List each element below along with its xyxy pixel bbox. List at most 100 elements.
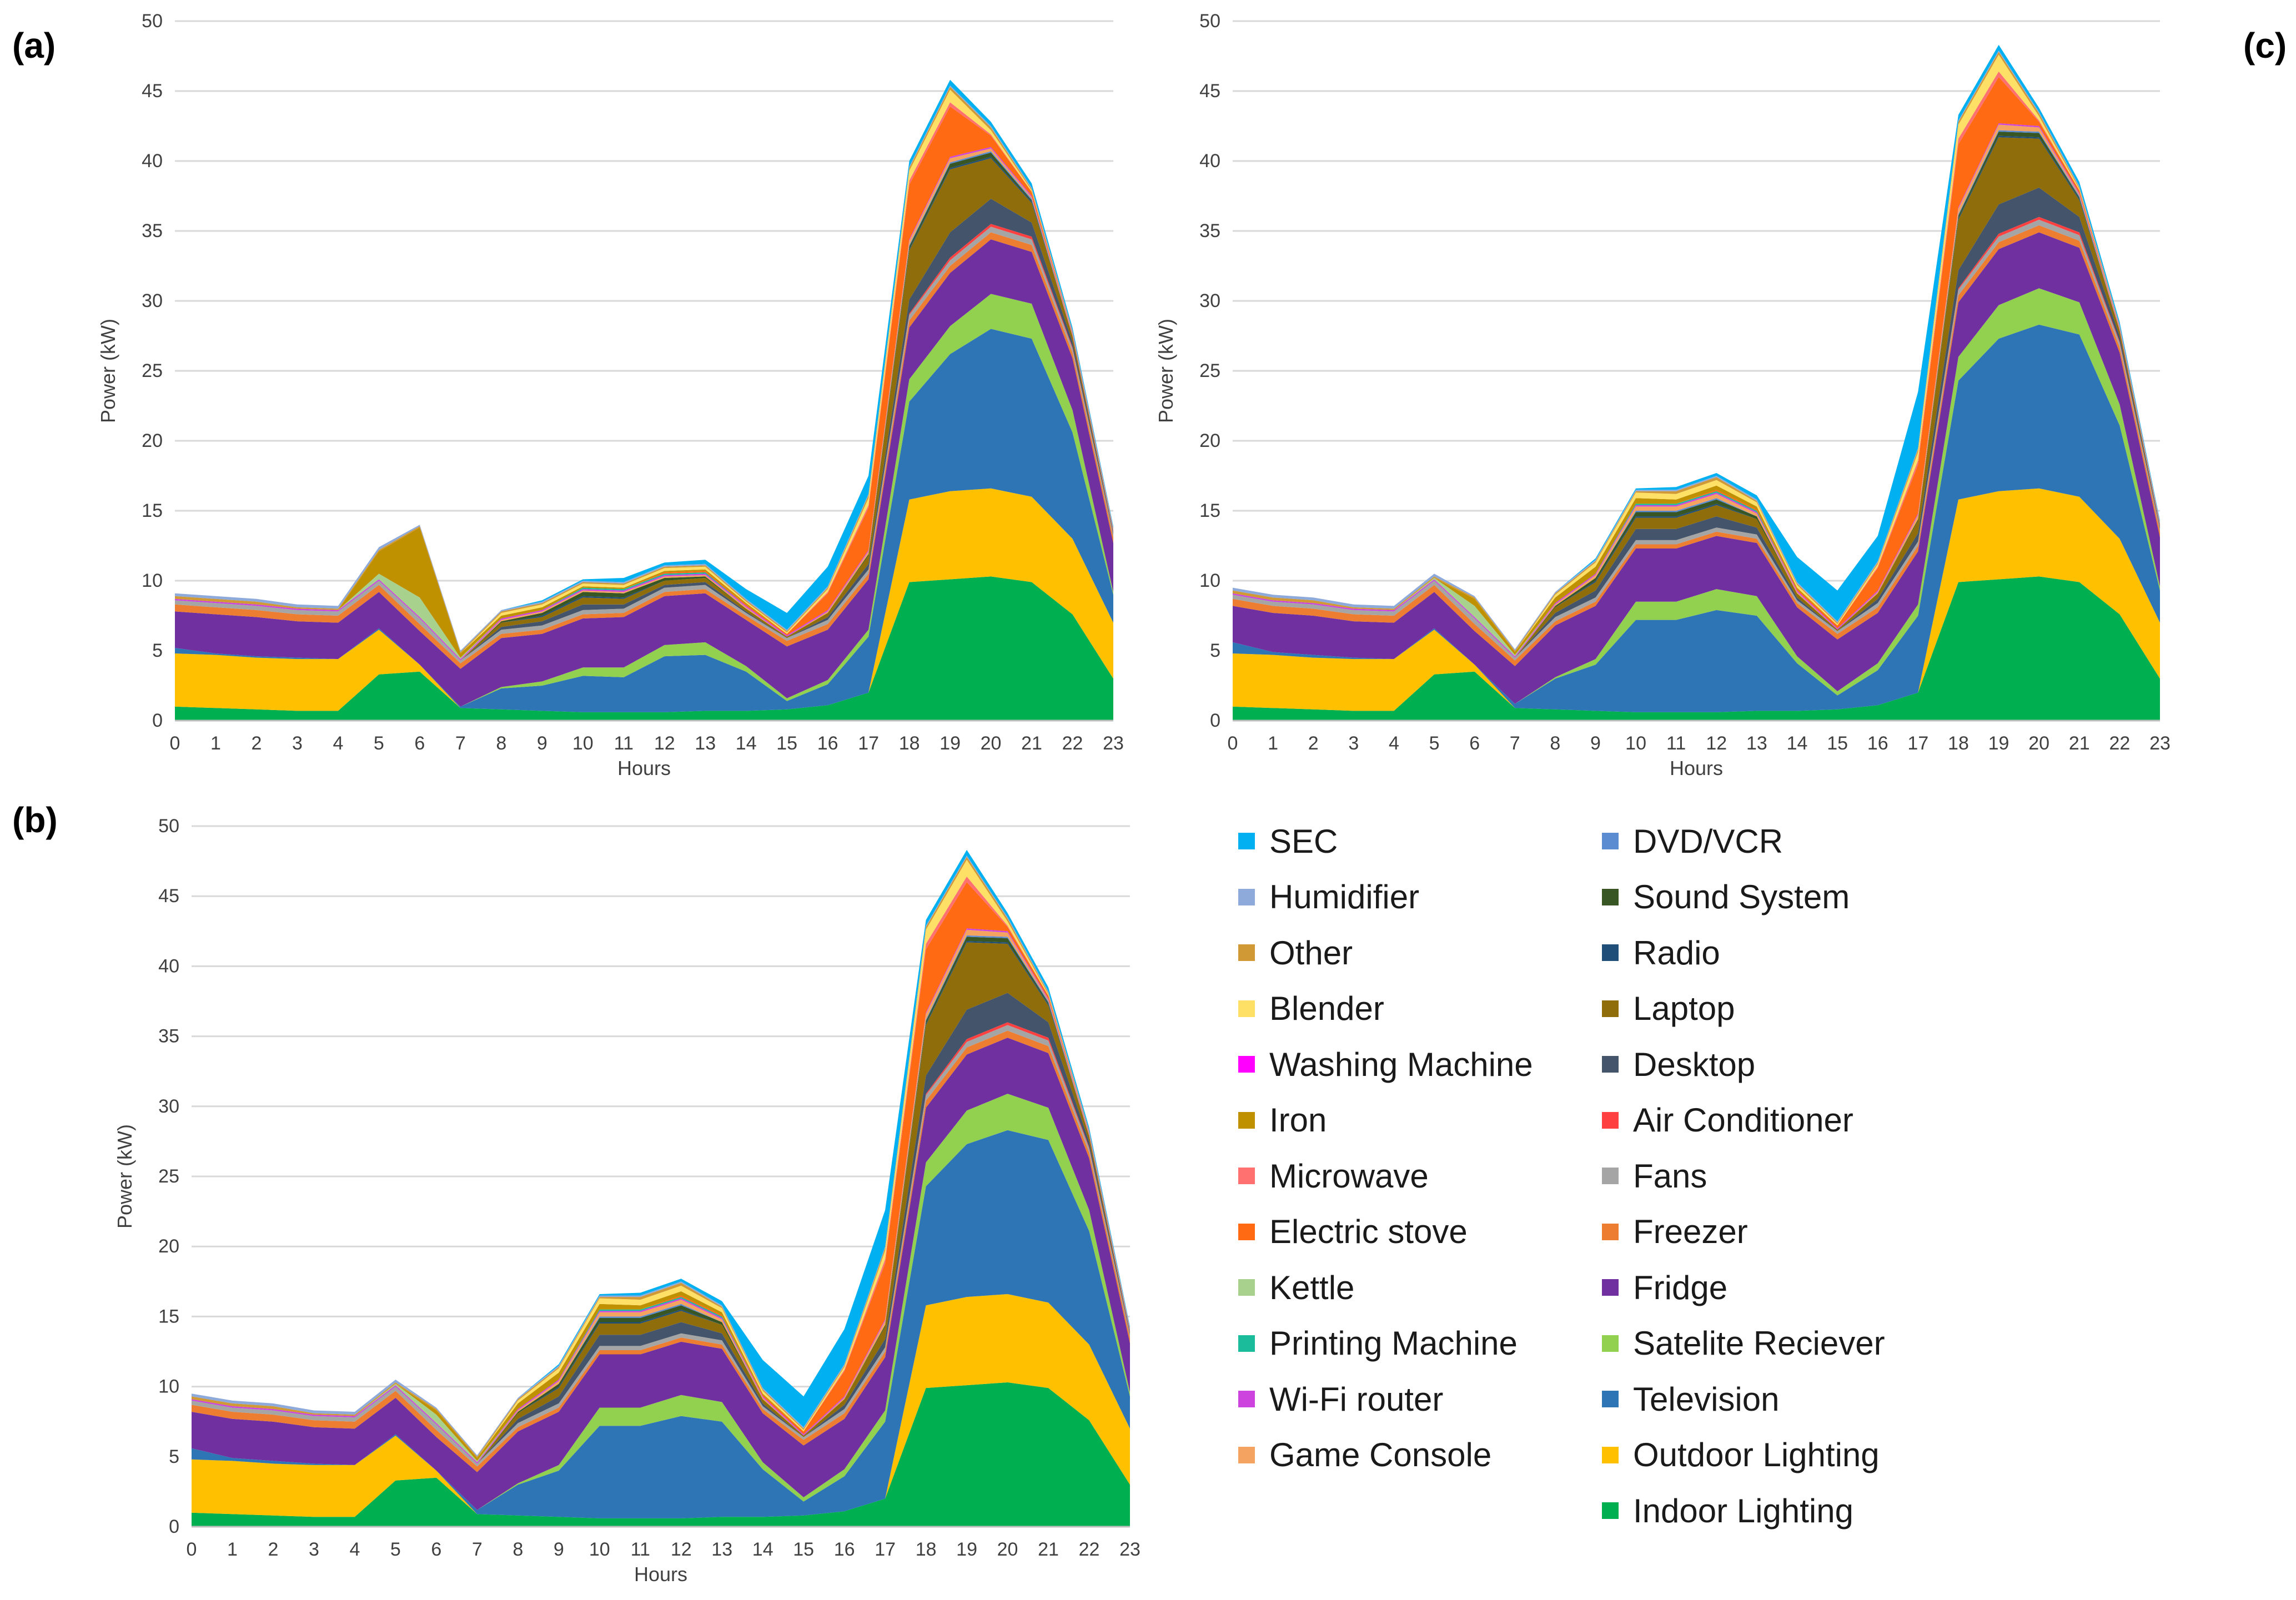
- legend-swatch: [1602, 888, 1619, 905]
- x-tick-label: 12: [654, 733, 675, 754]
- x-tick-label: 14: [736, 733, 757, 754]
- x-tick-label: 16: [1867, 733, 1888, 754]
- legend-label: Radio: [1633, 934, 1720, 972]
- x-tick-label: 1: [1268, 733, 1278, 754]
- x-tick-label: 1: [210, 733, 221, 754]
- legend-item-iron: Iron: [1238, 1093, 1327, 1148]
- legend-label: Microwave: [1269, 1157, 1429, 1195]
- x-tick-label: 10: [1625, 733, 1646, 754]
- x-tick-label: 13: [695, 733, 716, 754]
- x-tick-label: 13: [711, 1539, 732, 1560]
- legend-label: Indoor Lighting: [1633, 1492, 1853, 1529]
- legend-item-indoor-lighting: Indoor Lighting: [1602, 1483, 1853, 1538]
- legend-label: Outdoor Lighting: [1633, 1436, 1880, 1473]
- x-tick-label: 9: [1590, 733, 1601, 754]
- x-tick-label: 23: [1119, 1539, 1141, 1560]
- legend-item-washing-machine: Washing Machine: [1238, 1037, 1533, 1092]
- area-fridge: [175, 239, 1113, 707]
- y-tick-label: 15: [142, 500, 163, 521]
- legend-label: Laptop: [1633, 990, 1735, 1027]
- legend-label: Fridge: [1633, 1269, 1728, 1306]
- x-tick-label: 15: [793, 1539, 814, 1560]
- y-tick-label: 20: [1199, 430, 1220, 451]
- x-tick-label: 16: [834, 1539, 855, 1560]
- x-tick-label: 22: [1079, 1539, 1100, 1560]
- legend-label: Air Conditioner: [1633, 1101, 1853, 1139]
- area-television: [175, 329, 1113, 712]
- y-tick-label: 10: [158, 1376, 179, 1397]
- x-tick-label: 12: [671, 1539, 692, 1560]
- x-tick-label: 6: [414, 733, 425, 754]
- x-tick-label: 9: [537, 733, 547, 754]
- legend-label: Kettle: [1269, 1269, 1355, 1306]
- legend-swatch: [1602, 1279, 1619, 1296]
- y-tick-label: 30: [142, 290, 163, 311]
- legend-item-wi-fi-router: Wi-Fi router: [1238, 1371, 1443, 1427]
- panel-label-b: (b): [12, 800, 58, 840]
- legend-label: Washing Machine: [1269, 1045, 1533, 1083]
- x-tick-label: 2: [251, 733, 262, 754]
- legend: SEC Humidifier Other Blender Washing Machine…: [1238, 813, 1960, 1552]
- legend-swatch: [1238, 833, 1255, 849]
- legend-item-television: Television: [1602, 1371, 1779, 1427]
- x-tick-label: 19: [1988, 733, 2009, 754]
- y-axis-title: Power (kW): [97, 319, 119, 423]
- y-tick-label: 25: [142, 360, 163, 381]
- legend-label: Printing Machine: [1269, 1325, 1518, 1362]
- x-tick-label: 13: [1746, 733, 1767, 754]
- y-tick-label: 30: [158, 1096, 179, 1117]
- x-tick-label: 4: [333, 733, 343, 754]
- x-tick-label: 23: [1103, 733, 1124, 754]
- legend-item-desktop: Desktop: [1602, 1037, 1755, 1092]
- x-tick-label: 8: [513, 1539, 523, 1560]
- y-tick-label: 40: [1199, 150, 1220, 172]
- y-tick-label: 25: [158, 1166, 179, 1187]
- x-axis-title: Hours: [617, 757, 671, 779]
- area-fridge: [192, 1038, 1130, 1510]
- x-tick-label: 0: [187, 1539, 197, 1560]
- x-tick-label: 3: [309, 1539, 319, 1560]
- legend-swatch: [1602, 833, 1619, 849]
- area-outdoor-lighting: [175, 488, 1113, 712]
- x-tick-label: 14: [752, 1539, 773, 1560]
- x-tick-label: 5: [1429, 733, 1440, 754]
- legend-label: Other: [1269, 934, 1353, 972]
- legend-item-humidifier: Humidifier: [1238, 869, 1419, 925]
- legend-swatch: [1602, 1168, 1619, 1184]
- legend-label: Electric stove: [1269, 1213, 1468, 1250]
- legend-label: Iron: [1269, 1101, 1327, 1139]
- x-tick-label: 19: [939, 733, 961, 754]
- x-tick-label: 11: [614, 733, 634, 754]
- x-tick-label: 7: [1510, 733, 1520, 754]
- legend-swatch: [1238, 888, 1255, 905]
- legend-label: Television: [1633, 1380, 1780, 1418]
- legend-swatch: [1238, 1000, 1255, 1017]
- x-tick-label: 12: [1706, 733, 1727, 754]
- legend-swatch: [1238, 1056, 1255, 1073]
- y-tick-label: 45: [158, 885, 179, 907]
- y-tick-label: 15: [158, 1306, 179, 1327]
- legend-label: Sound System: [1633, 878, 1850, 915]
- x-tick-label: 5: [390, 1539, 401, 1560]
- legend-label: Blender: [1269, 990, 1384, 1027]
- legend-swatch: [1602, 1446, 1619, 1463]
- panel-label-c: (c): [2243, 26, 2287, 66]
- x-tick-label: 4: [349, 1539, 360, 1560]
- legend-label: Game Console: [1269, 1436, 1492, 1473]
- legend-label: Humidifier: [1269, 878, 1420, 915]
- x-tick-label: 11: [631, 1539, 650, 1560]
- y-tick-label: 5: [169, 1446, 179, 1467]
- x-tick-label: 4: [1389, 733, 1399, 754]
- area-outdoor-lighting: [192, 1294, 1130, 1518]
- x-tick-label: 19: [956, 1539, 977, 1560]
- legend-label: SEC: [1269, 822, 1338, 860]
- legend-swatch: [1602, 1223, 1619, 1240]
- legend-label: Desktop: [1633, 1045, 1756, 1083]
- x-tick-label: 18: [916, 1539, 937, 1560]
- area-laptop: [192, 942, 1130, 1464]
- panel-label-a: (a): [12, 26, 56, 66]
